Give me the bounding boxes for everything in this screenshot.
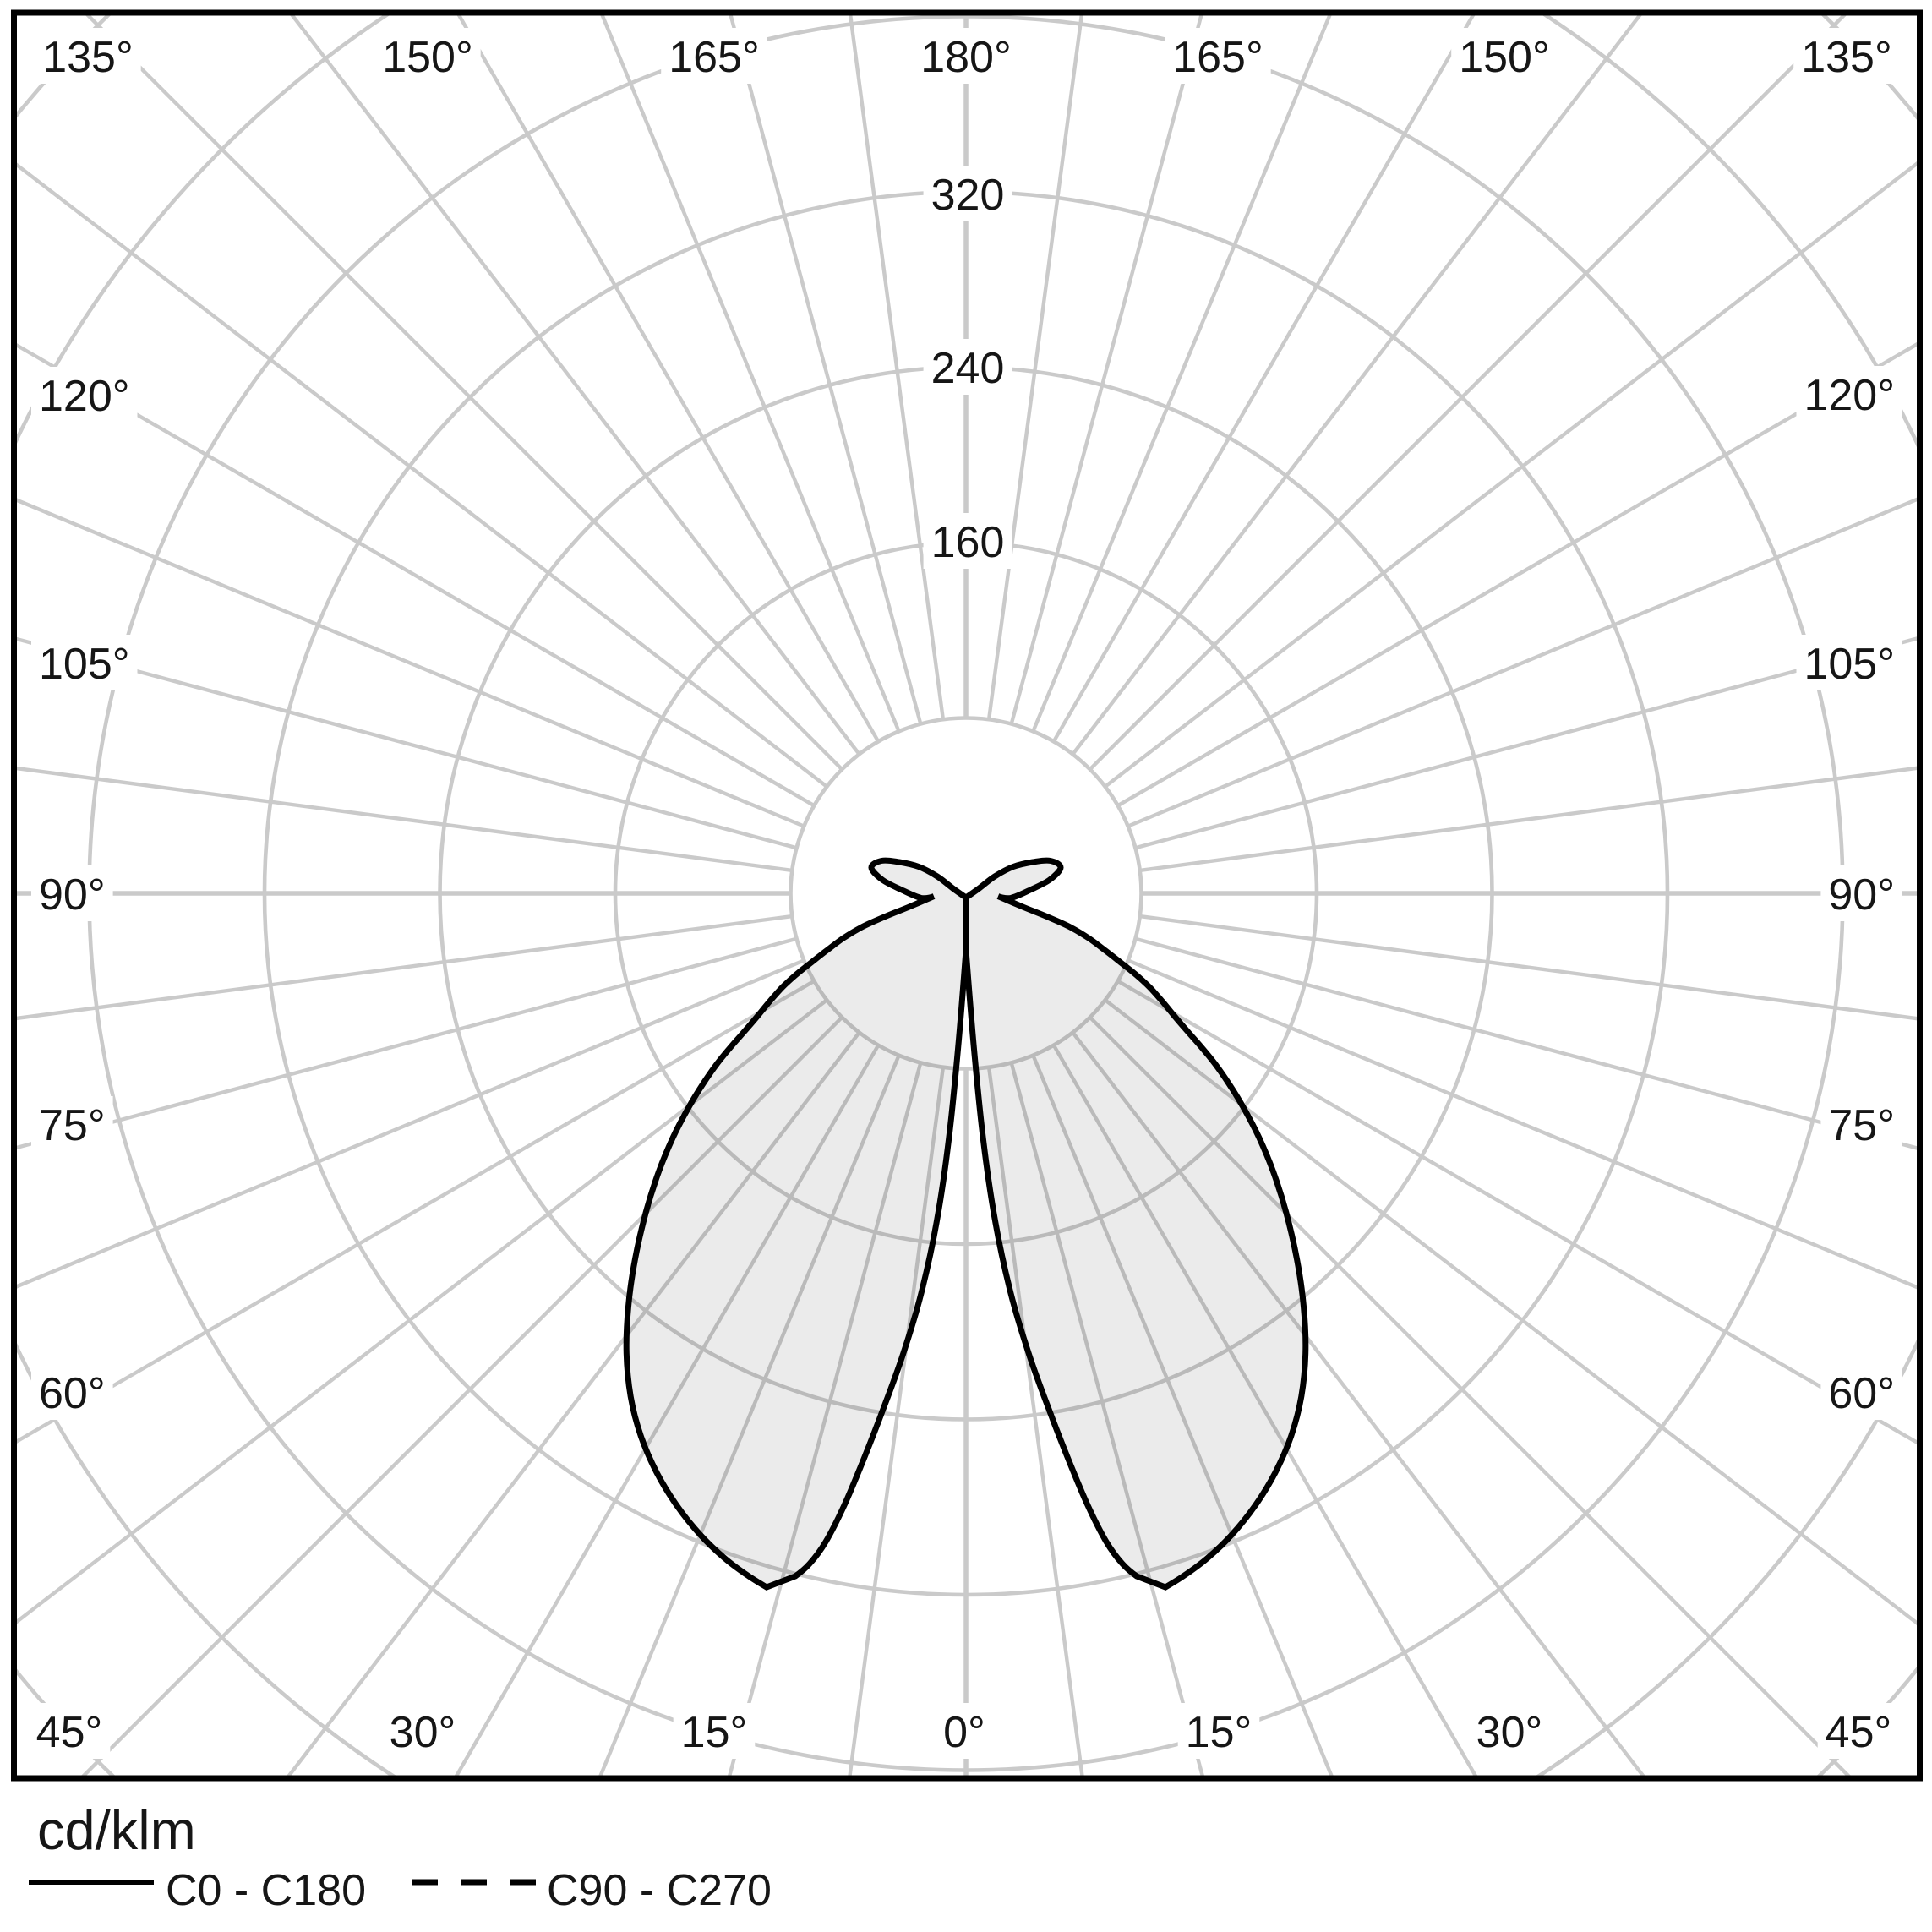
svg-text:60°: 60° <box>39 1369 106 1418</box>
svg-text:120°: 120° <box>39 372 130 421</box>
svg-text:C90 - C270: C90 - C270 <box>547 1866 772 1915</box>
svg-text:135°: 135° <box>1801 33 1892 82</box>
svg-text:75°: 75° <box>1828 1101 1895 1150</box>
svg-text:90°: 90° <box>1828 870 1895 920</box>
svg-text:165°: 165° <box>1172 33 1263 82</box>
svg-text:105°: 105° <box>1804 640 1895 689</box>
svg-text:45°: 45° <box>36 1708 103 1757</box>
svg-text:160: 160 <box>931 518 1005 567</box>
svg-text:320: 320 <box>931 171 1005 220</box>
svg-text:120°: 120° <box>1804 371 1895 420</box>
svg-text:45°: 45° <box>1826 1708 1892 1757</box>
svg-text:30°: 30° <box>1476 1708 1543 1757</box>
svg-text:0°: 0° <box>943 1708 985 1757</box>
svg-text:90°: 90° <box>39 870 106 920</box>
svg-text:60°: 60° <box>1828 1369 1895 1418</box>
svg-text:105°: 105° <box>39 640 130 689</box>
svg-text:C0 - C180: C0 - C180 <box>166 1866 366 1915</box>
svg-text:165°: 165° <box>669 33 760 82</box>
svg-text:135°: 135° <box>42 33 134 82</box>
svg-text:75°: 75° <box>39 1101 106 1150</box>
svg-text:150°: 150° <box>1459 33 1550 82</box>
svg-text:240: 240 <box>931 344 1005 393</box>
svg-text:150°: 150° <box>382 33 473 82</box>
svg-text:cd/klm: cd/klm <box>37 1799 196 1861</box>
svg-text:180°: 180° <box>920 33 1012 82</box>
svg-text:30°: 30° <box>390 1708 456 1757</box>
svg-text:15°: 15° <box>1186 1708 1253 1757</box>
svg-text:15°: 15° <box>681 1708 748 1757</box>
